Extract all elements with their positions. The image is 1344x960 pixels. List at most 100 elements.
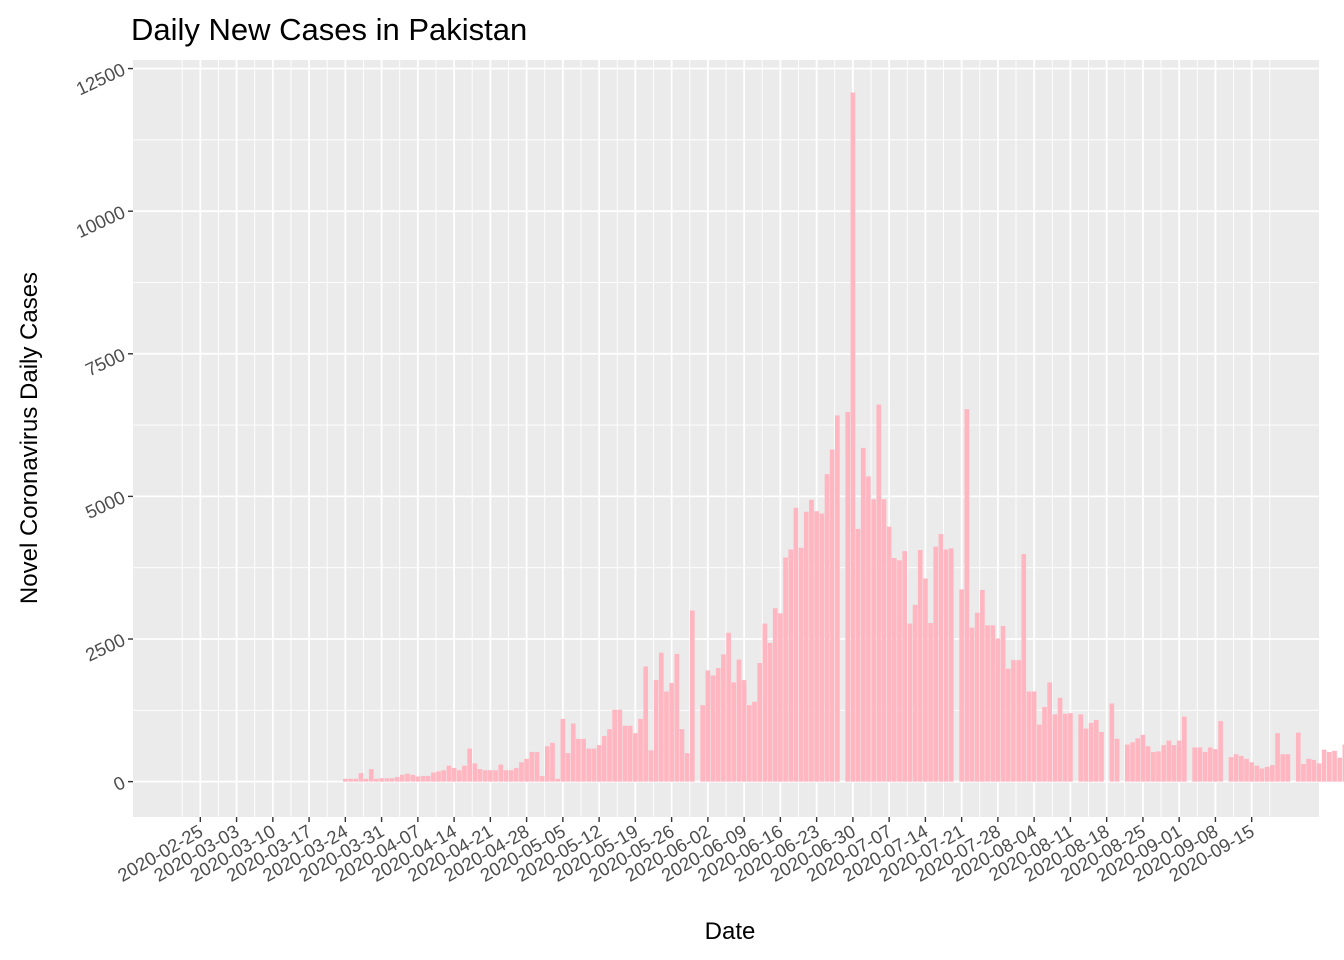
bar <box>881 499 887 782</box>
bar <box>534 751 540 782</box>
bar <box>384 778 390 782</box>
bar <box>1057 697 1063 782</box>
bar <box>1161 745 1166 782</box>
bar <box>1327 751 1332 782</box>
bar <box>664 691 669 782</box>
bar <box>363 778 369 782</box>
bar <box>891 558 897 782</box>
bar <box>658 652 664 782</box>
bar <box>850 92 856 782</box>
bar <box>638 718 643 782</box>
bar <box>772 608 778 782</box>
bar <box>519 762 524 782</box>
bar <box>964 409 970 782</box>
bar <box>550 742 555 782</box>
bar <box>570 723 576 782</box>
bar <box>1285 754 1291 782</box>
bar <box>1295 732 1301 782</box>
bar <box>788 549 794 782</box>
bar <box>648 750 654 782</box>
bar <box>762 623 768 782</box>
bar <box>539 775 545 782</box>
bar <box>1156 751 1161 782</box>
bar <box>1135 738 1141 782</box>
bar <box>705 670 711 782</box>
bar <box>1125 744 1130 782</box>
bar <box>726 632 731 782</box>
bar <box>368 769 374 782</box>
bar <box>995 638 1001 782</box>
bar <box>420 775 426 782</box>
x-axis-ticks: 2020-02-252020-03-032020-03-102020-03-17… <box>114 817 1258 886</box>
bar <box>938 534 944 782</box>
bar <box>684 753 690 782</box>
bar <box>1150 751 1156 782</box>
bar <box>845 411 851 782</box>
bar <box>524 758 529 782</box>
bar <box>477 769 483 782</box>
bar <box>1171 745 1177 782</box>
bar <box>1192 747 1198 782</box>
bar <box>1037 724 1042 782</box>
bar <box>1264 766 1270 782</box>
bar <box>715 668 721 782</box>
bar <box>431 772 436 782</box>
bar <box>343 778 348 782</box>
bar <box>855 528 861 782</box>
bar <box>456 770 462 782</box>
bar <box>1026 691 1032 782</box>
bar <box>809 499 814 782</box>
bar <box>907 623 913 782</box>
bar <box>1342 744 1344 782</box>
bar <box>633 733 638 782</box>
bar <box>1301 763 1306 782</box>
bar <box>529 751 535 782</box>
bar <box>731 682 737 782</box>
bar <box>1259 768 1265 782</box>
bar <box>1207 747 1213 782</box>
bar <box>576 738 581 782</box>
bar <box>690 610 695 782</box>
bar <box>591 748 597 782</box>
bar <box>488 770 493 782</box>
bar <box>1166 740 1172 782</box>
bar <box>959 589 964 782</box>
bar <box>374 778 379 782</box>
bar <box>1093 720 1099 782</box>
bar <box>990 625 996 782</box>
bar <box>974 612 980 782</box>
y-tick-label: 12500 <box>73 59 129 100</box>
bar <box>741 680 747 782</box>
bar <box>617 709 623 782</box>
bar <box>627 725 633 782</box>
bar <box>948 548 954 782</box>
bar <box>508 770 514 782</box>
bar <box>814 511 819 782</box>
bar <box>1176 740 1182 782</box>
bar <box>1016 660 1021 782</box>
bar <box>1083 728 1089 782</box>
y-tick-label: 7500 <box>82 344 128 380</box>
bar <box>721 654 726 782</box>
bar <box>980 589 985 782</box>
bar <box>803 511 809 782</box>
bar <box>679 729 685 782</box>
bar <box>1182 716 1187 782</box>
bar <box>746 705 752 782</box>
bar <box>1031 691 1037 782</box>
bar <box>923 578 928 782</box>
bar <box>1052 714 1058 782</box>
bar <box>783 557 788 782</box>
bar <box>581 738 586 782</box>
bar <box>1021 554 1027 782</box>
bar <box>736 659 742 782</box>
bar <box>653 680 659 782</box>
bar <box>752 701 757 782</box>
bar <box>1337 757 1343 782</box>
bar <box>1213 749 1218 782</box>
y-tick-label: 5000 <box>82 486 128 522</box>
bar <box>669 682 674 782</box>
bar <box>607 729 612 782</box>
bar <box>767 643 773 782</box>
